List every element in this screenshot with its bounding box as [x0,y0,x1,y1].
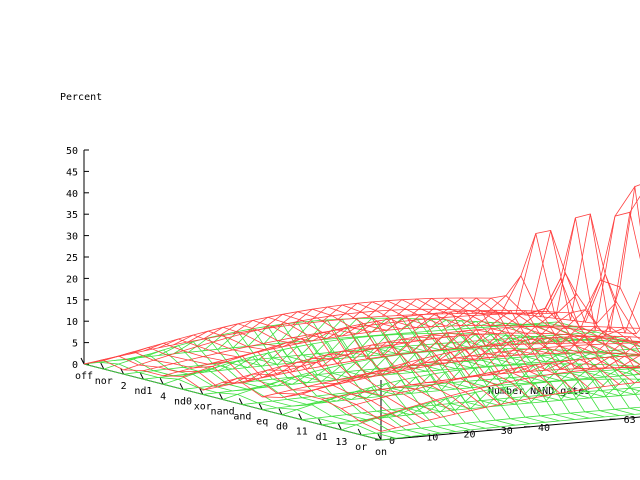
z-tick-label: 40 [66,189,78,200]
x-tick-mark [179,383,184,390]
surface-lower-col [83,363,382,441]
surface-upper-col [202,326,501,405]
surface-lower-col [545,322,640,348]
surface-lower-col [426,319,640,383]
surface-upper-col [556,293,640,335]
x-tick-label: nd1 [134,386,152,397]
x-tick-mark [100,362,105,370]
x-tick-mark [298,413,303,420]
z-tick-label: 20 [66,274,78,285]
surface-upper-col [247,316,546,397]
x-tick-label: 11 [296,427,308,438]
z-tick-label: 35 [66,210,78,221]
x-tick-label: 4 [160,391,166,402]
x-tick-label: nd0 [174,396,192,407]
x-tick-mark [159,378,164,385]
z-axis-ticks: 0 5 10 15 20 25 30 35 40 45 50 [66,146,89,371]
x-tick-mark [278,408,283,415]
z-tick-label: 50 [66,146,78,157]
x-tick-mark [337,423,342,431]
surface-upper-col [143,342,441,418]
x-tick-label: on [375,447,387,458]
y-tick-label: 20 [463,429,475,440]
surface-upper-col [515,185,640,331]
surface-upper-col [381,299,640,369]
x-tick-label: 2 [121,381,127,392]
y-tick-label: 0 [389,436,395,447]
surface-upper-row [341,355,640,409]
surface-lower-col [277,321,575,420]
surface-lower-col [262,323,560,422]
y-axis-line [380,416,640,441]
z-tick-label: 5 [72,339,78,350]
x-tick-mark [139,372,144,380]
z-tick-label: 25 [66,253,78,264]
x-tick-label: d1 [316,432,328,443]
x-tick-mark [318,418,323,426]
surface-upper-col [217,323,516,402]
surface-upper-col [232,319,531,399]
x-tick-label: nand [211,406,235,417]
x-tick-label: eq [256,417,268,428]
surface-upper-col [98,355,397,429]
y-axis-label: Number NAND gates [488,386,590,397]
y-tick-label: 30 [501,426,513,437]
surface-upper-col [83,360,382,432]
y-tick-label: 40 [538,423,550,434]
x-tick-mark [238,398,243,405]
surface-upper-col [530,195,640,332]
z-tick-label: 0 [72,360,78,371]
x-tick-mark [357,428,362,436]
x-tick-label: off [75,371,93,382]
z-tick-label: 10 [66,317,78,328]
surface-upper-col [366,300,640,369]
z-tick-label: 45 [66,167,78,178]
surface-upper-col [351,301,640,376]
surface-upper-col [277,311,575,392]
x-tick-mark [219,393,224,400]
x-tick-label: or [355,442,367,453]
surface-lower-col [515,324,640,356]
x-tick-label: and [233,412,251,423]
x-tick-label: nor [95,376,113,387]
z-tick-label: 15 [66,296,78,307]
surface-upper-col [307,306,605,387]
surface-upper-col [113,351,411,425]
surface-upper-col [471,297,640,344]
surface-upper-col [485,295,640,340]
surface-upper-col [292,308,590,389]
surface-upper-col [456,297,640,347]
surface-upper-col [337,302,635,384]
surface-lower-col [113,358,411,437]
surface-upper-col [262,313,561,394]
x-tick-label: d0 [276,422,288,433]
y-tick-label: 63 [624,415,636,426]
x-tick-label: xor [194,401,212,412]
z-tick-label: 30 [66,232,78,243]
surface-upper-col [128,346,426,422]
surface-upper-col [322,304,620,385]
surface-upper-col [441,297,640,355]
x-tick-mark [80,357,85,365]
surface-lower-col [307,319,605,418]
surface-lower-col [322,318,620,416]
surface-lower-col [143,349,441,434]
y-tick-label: 10 [426,433,438,444]
x-tick-label: 13 [335,437,347,448]
x-tick-mark [377,433,382,441]
surface-lower-col [381,317,640,397]
surface-upper-mesh [83,184,640,432]
surface-upper-col [545,272,640,335]
y-axis-ticks: 0102030406375100127 [375,415,636,447]
z-axis-label: Percent [60,92,102,103]
x-tick-mark [199,388,204,395]
surface-lower-col [188,337,486,429]
surface-lower-col [98,361,396,439]
x-tick-mark [258,403,263,410]
